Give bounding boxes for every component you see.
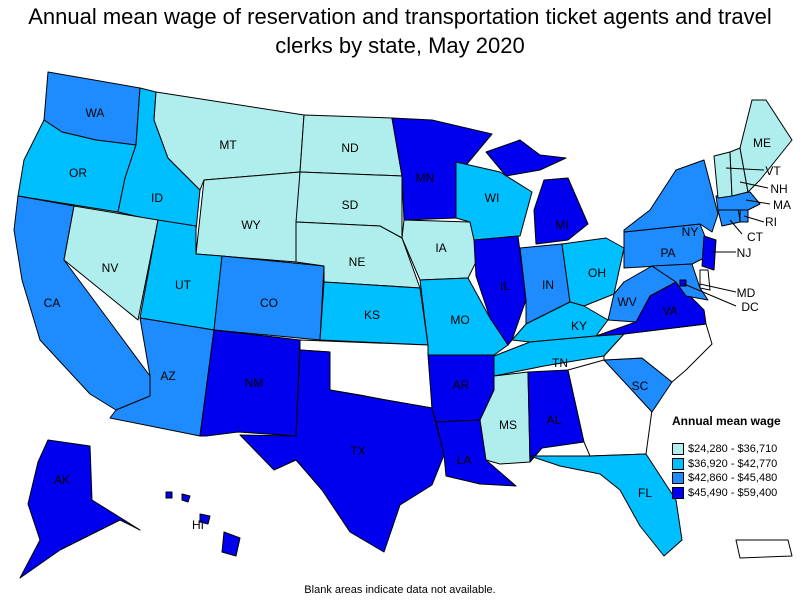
legend-swatch xyxy=(672,457,684,470)
label-la: LA xyxy=(457,453,472,467)
label-mt: MT xyxy=(219,138,237,152)
label-nh: NH xyxy=(770,182,787,196)
state-wy xyxy=(195,171,301,263)
legend: Annual mean wage $24,280 - $36,710 $36,9… xyxy=(672,414,797,500)
label-wv: WV xyxy=(617,295,636,309)
leader-vt xyxy=(725,167,765,171)
label-il: IL xyxy=(500,279,510,293)
label-wi: WI xyxy=(485,191,500,205)
state-mi xyxy=(533,177,589,245)
label-co: CO xyxy=(260,296,278,310)
legend-title: Annual mean wage xyxy=(672,414,781,428)
label-ct: CT xyxy=(747,230,764,244)
label-ms: MS xyxy=(499,418,517,432)
legend-label: $24,280 - $36,710 xyxy=(688,443,778,456)
legend-item: $42,860 - $45,480 xyxy=(672,471,797,486)
legend-swatch xyxy=(672,443,684,456)
label-ia: IA xyxy=(435,241,446,255)
label-or: OR xyxy=(69,166,87,180)
label-md: MD xyxy=(737,286,756,300)
state-vt xyxy=(713,151,733,199)
state-ak xyxy=(19,439,141,579)
state-mo xyxy=(419,277,509,356)
state-pr xyxy=(735,539,793,559)
label-mn: MN xyxy=(416,171,435,185)
legend-swatch xyxy=(672,472,684,485)
label-nm: NM xyxy=(245,376,264,390)
state-fl xyxy=(529,453,683,557)
state-ny xyxy=(623,159,719,233)
label-pa: PA xyxy=(660,246,675,260)
state-de xyxy=(699,269,711,291)
label-wa: WA xyxy=(86,106,105,120)
state-nj xyxy=(701,235,717,271)
state-hi-island-1 xyxy=(199,513,211,525)
label-tn: TN xyxy=(552,356,568,370)
footnote: Blank areas indicate data not available. xyxy=(304,584,496,596)
label-ks: KS xyxy=(364,308,380,322)
label-az: AZ xyxy=(160,369,175,383)
label-ut: UT xyxy=(175,278,192,292)
state-mi-upper xyxy=(485,139,567,177)
label-mi: MI xyxy=(555,218,568,232)
leader-dc xyxy=(683,283,737,307)
label-id: ID xyxy=(151,191,163,205)
state-il xyxy=(473,235,527,346)
label-wy: WY xyxy=(241,218,260,232)
legend-label: $45,490 - $59,400 xyxy=(688,486,778,499)
state-dc xyxy=(679,279,687,287)
label-me: ME xyxy=(753,136,771,150)
legend-label: $36,920 - $42,770 xyxy=(688,457,778,470)
legend-swatch xyxy=(672,486,684,499)
legend-label: $42,860 - $45,480 xyxy=(688,472,778,485)
label-nj: NJ xyxy=(737,246,752,260)
label-nd: ND xyxy=(341,141,359,155)
leader-ri xyxy=(743,215,765,223)
label-sd: SD xyxy=(342,198,359,212)
map-title: Annual mean wage of reservation and tran… xyxy=(28,4,772,58)
state-tx xyxy=(239,349,445,553)
label-dc: DC xyxy=(741,300,759,314)
label-ca: CA xyxy=(44,296,61,310)
legend-item: $36,920 - $42,770 xyxy=(672,457,797,472)
label-ma: MA xyxy=(773,198,791,212)
label-al: AL xyxy=(547,413,562,427)
label-ar: AR xyxy=(453,378,470,392)
label-in: IN xyxy=(542,278,554,292)
label-tx: TX xyxy=(350,444,365,458)
label-mo: MO xyxy=(450,313,469,327)
label-hi: HI xyxy=(192,518,204,532)
label-nv: NV xyxy=(102,261,119,275)
label-oh: OH xyxy=(588,266,606,280)
label-vt: VT xyxy=(765,164,781,178)
label-ny: NY xyxy=(682,225,699,239)
leader-nh xyxy=(739,181,769,189)
state-al xyxy=(527,369,585,463)
label-sc: SC xyxy=(632,379,649,393)
leader-md xyxy=(699,283,737,293)
state-hi-island-3 xyxy=(165,491,173,499)
legend-item: $24,280 - $36,710 xyxy=(672,442,797,457)
state-nv xyxy=(63,205,159,321)
state-hi-main xyxy=(221,531,241,557)
label-va: VA xyxy=(662,304,677,318)
label-ky: KY xyxy=(571,319,587,333)
label-ri: RI xyxy=(765,215,777,229)
state-hi-island-2 xyxy=(181,493,191,503)
label-ne: NE xyxy=(349,255,366,269)
leader-ct xyxy=(729,219,743,235)
leader-ma xyxy=(745,199,771,205)
legend-item: $45,490 - $59,400 xyxy=(672,486,797,501)
label-fl: FL xyxy=(638,486,652,500)
label-ak: AK xyxy=(54,473,70,487)
